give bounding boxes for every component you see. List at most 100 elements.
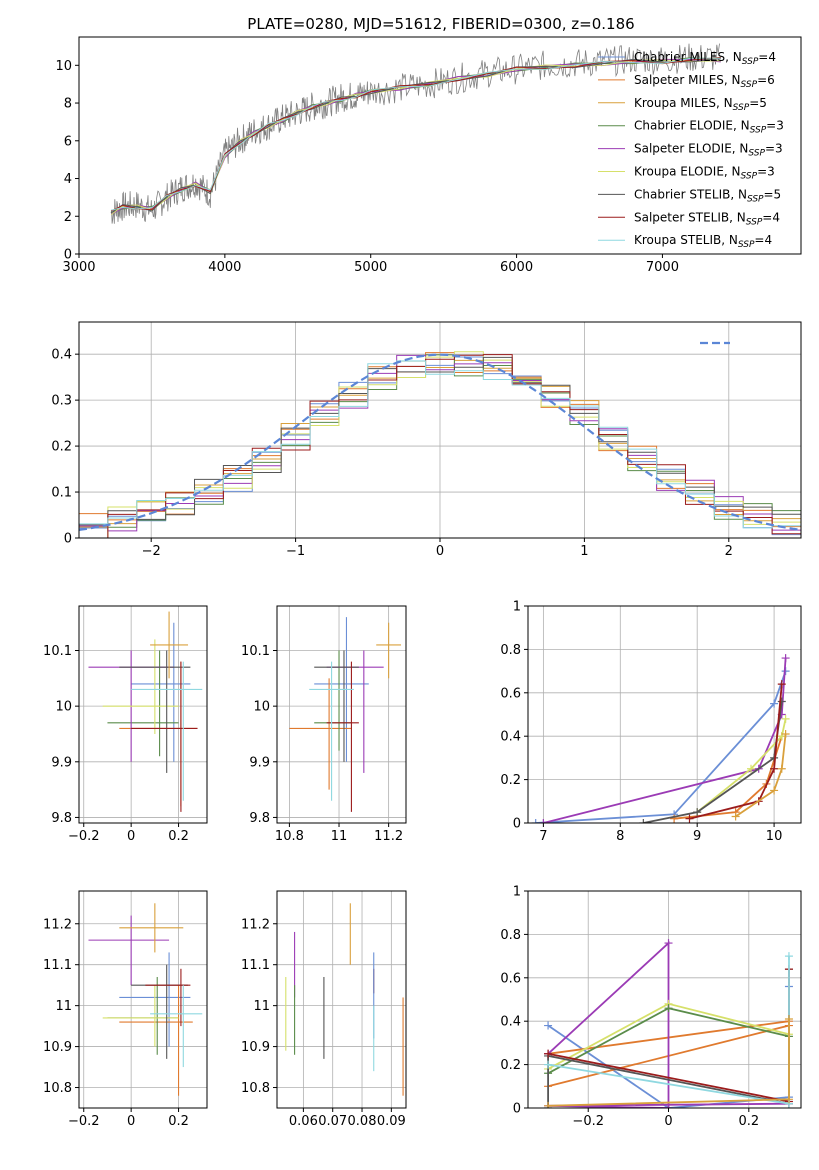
legend-label: Salpeter STELIB, NSSP=4 [634,210,780,227]
legend-model-name: Salpeter ELODIE, N [634,142,748,156]
y-tick-label: 10.1 [241,644,270,659]
y-tick-label: 10.8 [241,1081,270,1096]
y-tick-label: 0.2 [500,773,521,788]
plot-age-vs-mass: 10.8 11 11.2 9.8 9.9 10 10.1 [241,605,407,844]
x-tick-label: 0 [127,1114,135,1129]
weight-line [543,658,787,823]
x-tick-label: −0.2 [572,1114,604,1129]
axes-frame [527,605,802,824]
x-tick-label: 11 [331,829,348,844]
plot-area [531,654,790,823]
histogram-step [79,354,801,532]
weight-marker [544,1021,553,1030]
x-tick-label: 0.08 [348,1114,377,1129]
y-tick-label: 0.4 [500,730,521,745]
x-tick-label: 10 [766,829,783,844]
legend-label: Kroupa MILES, NSSP=5 [634,96,767,113]
legend-model-name: Kroupa STELIB, N [634,233,738,247]
legend-subscript: SSP [748,149,765,159]
x-tick-label: 0.2 [738,1114,759,1129]
histogram-step [79,351,801,538]
weight-marker [693,808,702,817]
legend-label: Salpeter ELODIE, NSSP=3 [634,142,783,159]
weight-marker [784,1015,793,1024]
y-tick-label: 0.4 [500,1015,521,1030]
weight-marker [531,819,540,823]
weight-line [735,733,787,818]
y-tick-label: 2 [64,210,72,225]
plot-area [88,903,203,1096]
legend-nssp: =5 [749,96,767,110]
x-tick-label: 4000 [208,260,241,275]
gaussian-curve [79,353,801,531]
legend-nssp: =3 [766,119,784,133]
legend-model-name: Salpeter MILES, N [634,73,741,87]
y-tick-label: 0.2 [500,1058,521,1073]
y-tick-label: 10.9 [43,1040,72,1055]
y-tick-label: 0.8 [500,643,521,658]
y-tick-label: 9.9 [249,755,270,770]
legend-nssp: =3 [765,142,783,156]
y-tick-label: 0 [513,817,521,832]
histogram-step [79,359,801,528]
axes-frame [78,605,208,824]
axes-frame [78,890,208,1109]
plot-area [285,903,404,1096]
plot-area [110,43,721,224]
legend-label: Salpeter MILES, NSSP=6 [634,73,775,90]
y-tick-label: 10.9 [241,1040,270,1055]
legend-subscript: SSP [747,194,764,204]
legend-subscript: SSP [733,103,750,113]
x-tick-label: 8 [616,829,624,844]
y-tick-label: 1 [513,885,521,900]
weight-marker [747,764,756,773]
x-tick-label: 6000 [500,260,533,275]
x-tick-label: 9 [693,829,701,844]
y-tick-label: 8 [64,97,72,112]
y-tick-label: 0.3 [51,394,72,409]
weight-marker [784,952,793,961]
histogram-step [79,356,801,536]
weight-marker [544,1049,553,1058]
weight-marker [639,819,648,823]
weight-marker [777,764,786,773]
y-tick-label: 10 [55,700,72,715]
legend-nssp: =6 [757,73,775,87]
legend-model-name: Kroupa ELODIE, N [634,165,741,179]
x-tick-label: 0 [436,544,444,559]
weight-marker [539,819,548,823]
y-tick-label: 0.4 [51,348,72,363]
x-tick-label: 0.2 [168,829,189,844]
y-tick-label: 11.1 [43,958,72,973]
weight-marker [784,1095,793,1104]
weight-marker [664,1004,673,1013]
legend-model-name: Chabrier ELODIE, N [634,119,750,133]
x-tick-label: 3000 [62,260,95,275]
x-tick-label: 7000 [646,260,679,275]
y-tick-label: 0.6 [500,971,521,986]
legend-nssp: =4 [762,210,780,224]
weight-marker [544,1101,553,1108]
plot-residuals: −2 −1 0 1 2 0 0.1 0.2 0.3 0.4 [51,321,802,559]
x-tick-label: 0.2 [168,1114,189,1129]
x-tick-label: 5000 [354,260,387,275]
plot-mass-vs-ebv: 0.06 0.07 0.08 0.09 10.8 10.9 11 11.1 11.2 [241,890,407,1129]
y-tick-label: 11.2 [241,917,270,932]
plot-area [79,351,801,538]
model-spectrum-line [110,58,721,214]
y-tick-label: 10.8 [43,1081,72,1096]
weight-marker [731,812,740,821]
weight-line [696,718,787,813]
y-tick-label: 11 [253,999,270,1014]
y-tick-label: 10 [253,700,270,715]
y-tick-label: 11 [55,999,72,1014]
y-tick-label: 0.1 [51,486,72,501]
weight-marker [770,699,779,708]
x-tick-label: −1 [286,544,305,559]
model-spectrum-line [110,57,721,211]
y-tick-label: 0.8 [500,928,521,943]
legend-nssp: =4 [754,233,772,247]
figure-title: PLATE=0280, MJD=51612, FIBERID=0300, z=0… [247,15,634,33]
weight-marker [781,654,790,663]
legend-label: Kroupa STELIB, NSSP=4 [634,233,772,250]
